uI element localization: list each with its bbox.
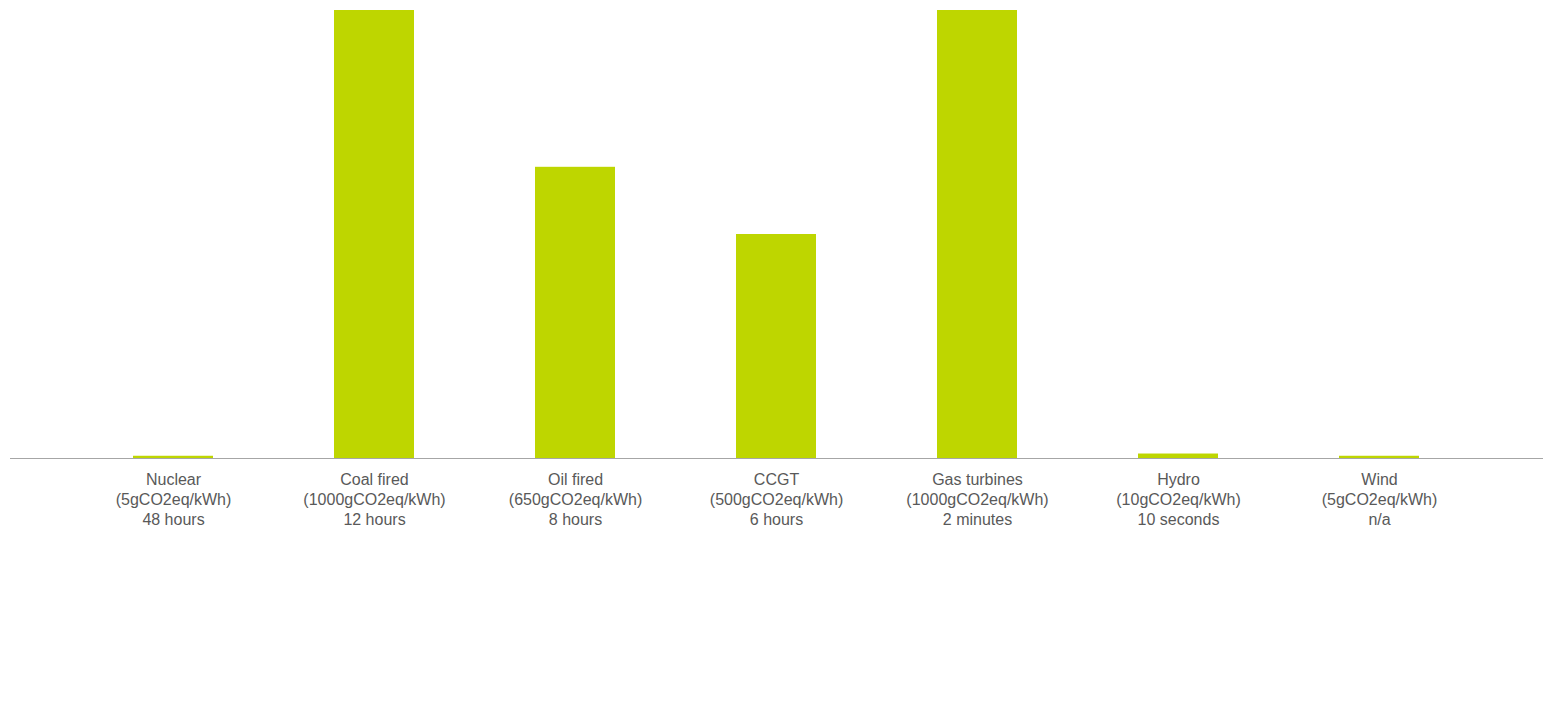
svg-text:Coal fired(1000gCO2eq/kWh)12 h: Coal fired(1000gCO2eq/kWh)12 hours [303,471,445,528]
svg-text:Nuclear(5gCO2eq/kWh)48 hours: Nuclear(5gCO2eq/kWh)48 hours [116,471,232,528]
svg-text:Oil fired(650gCO2eq/kWh)8 hour: Oil fired(650gCO2eq/kWh)8 hours [509,471,642,528]
svg-text:Gas turbines(1000gCO2eq/kWh)2: Gas turbines(1000gCO2eq/kWh)2 minutes [906,471,1048,528]
svg-text:CCGT(500gCO2eq/kWh)6 hours: CCGT(500gCO2eq/kWh)6 hours [710,471,843,528]
svg-text:Hydro(10gCO2eq/kWh)10 seconds: Hydro(10gCO2eq/kWh)10 seconds [1116,471,1241,528]
svg-text:Wind(5gCO2eq/kWh)n/a: Wind(5gCO2eq/kWh)n/a [1322,471,1438,528]
